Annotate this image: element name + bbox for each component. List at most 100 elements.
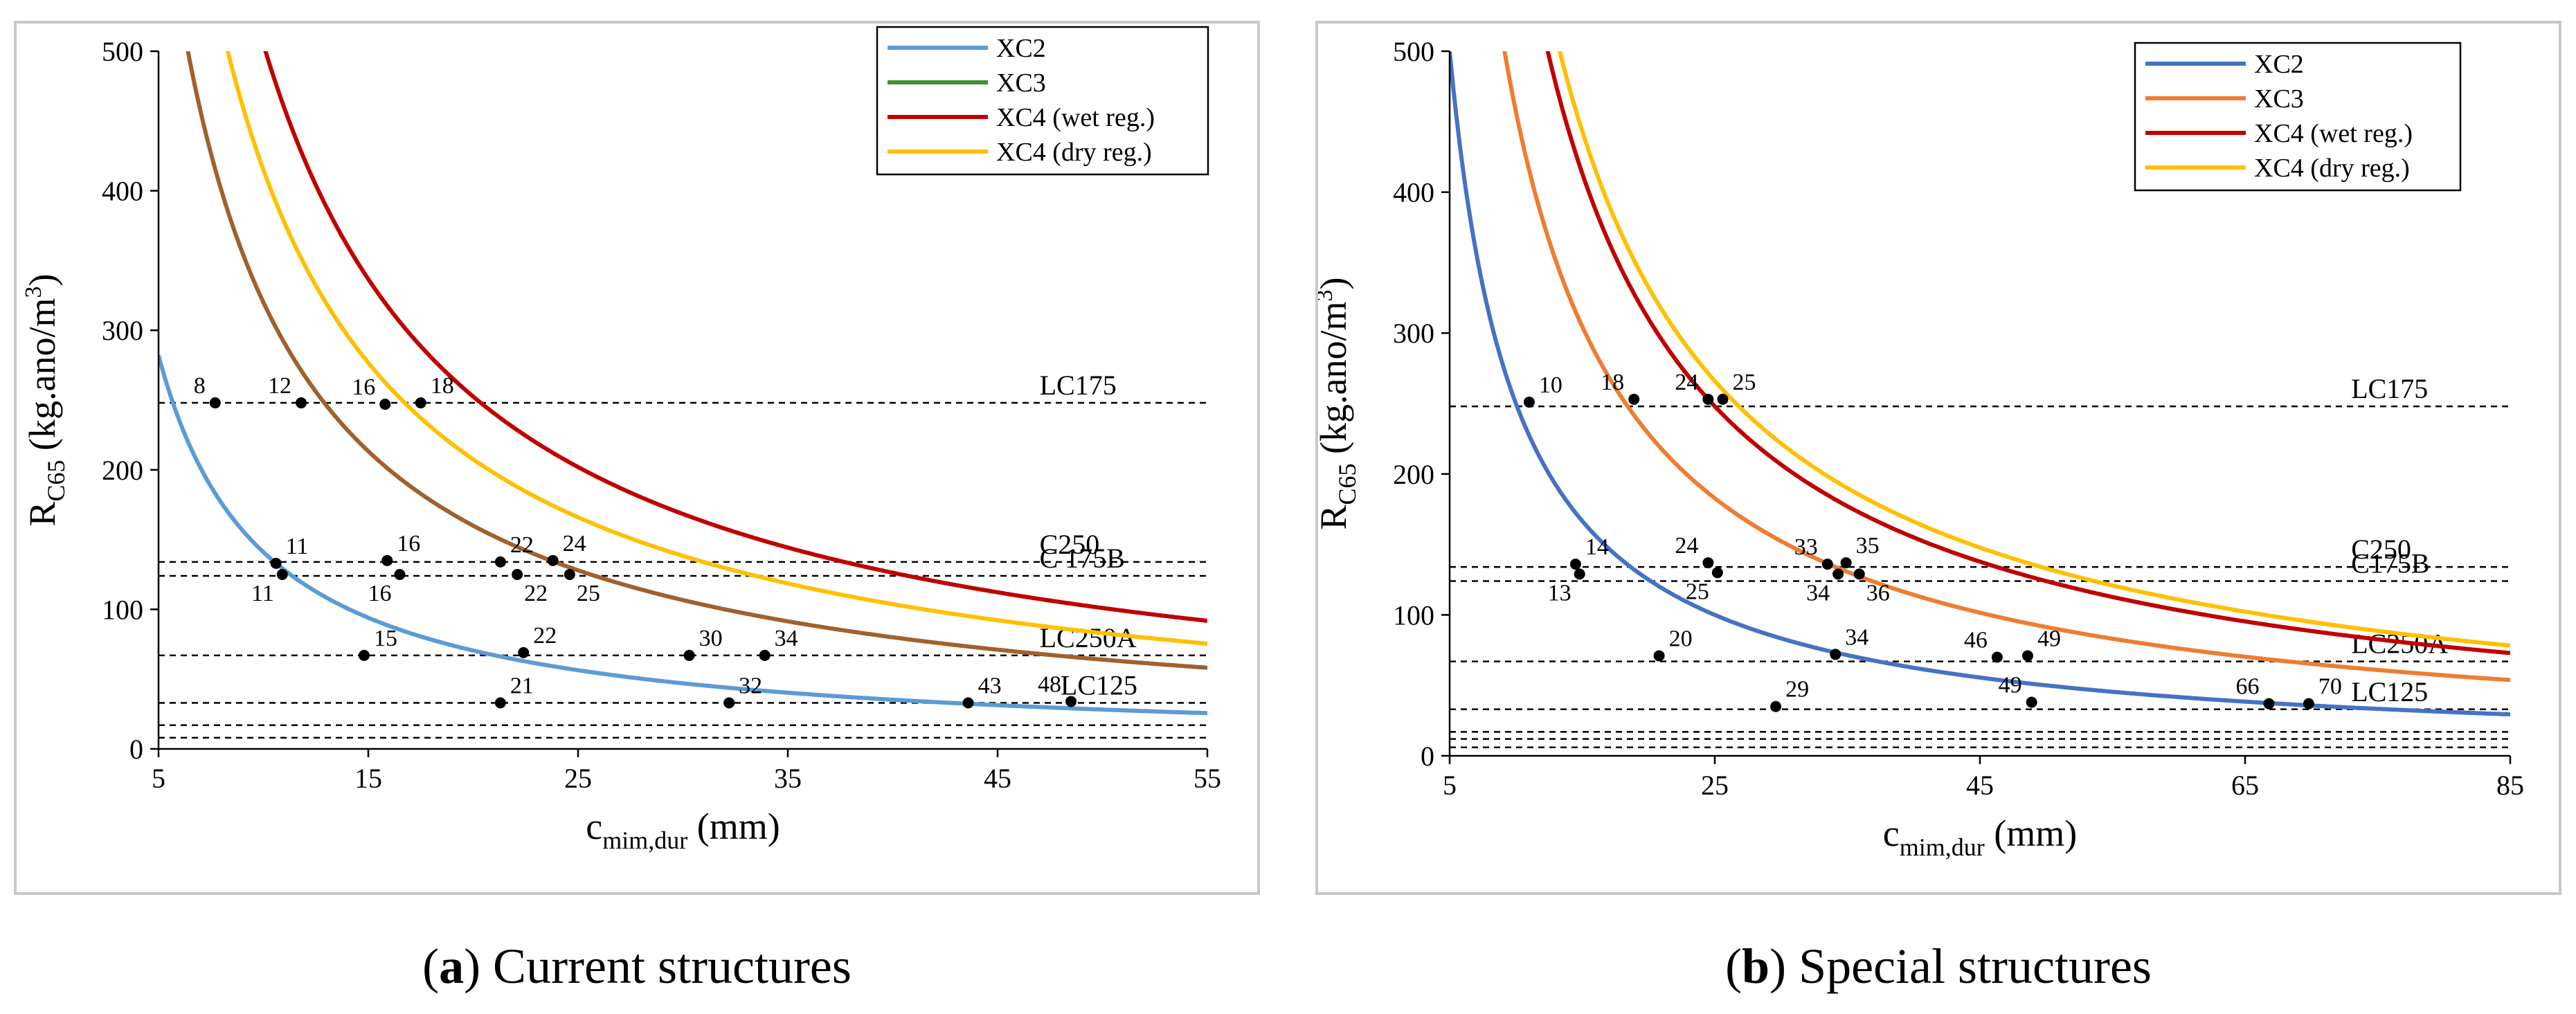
data-point-label: 32 [739, 673, 762, 698]
data-point [1821, 559, 1833, 570]
y-tick-label: 400 [1393, 177, 1434, 208]
data-point [1991, 651, 2003, 663]
data-point-label: 35 [1856, 533, 1880, 559]
x-axis-label: cmim,dur (mm) [586, 806, 780, 854]
reference-line-label: LC125 [1061, 669, 1137, 700]
data-point-label: 49 [1999, 673, 2022, 698]
data-point [270, 557, 282, 569]
data-point [1702, 393, 1714, 405]
data-point-label: 18 [1601, 370, 1624, 395]
data-point-label: 16 [352, 374, 375, 400]
data-point-label: 30 [699, 626, 723, 651]
x-tick-label: 45 [984, 763, 1011, 794]
data-point [564, 569, 575, 580]
y-tick-label: 300 [1393, 318, 1434, 349]
x-tick-label: 35 [774, 763, 802, 794]
data-point [1574, 568, 1585, 580]
caption-a: (a) Current structures [422, 939, 852, 994]
data-point [415, 397, 426, 409]
data-point-label: 46 [1964, 627, 1988, 653]
data-point [1065, 696, 1077, 707]
y-axis-label: RC65 (kg.ano/m3) [21, 274, 70, 527]
data-point-label: 25 [1686, 579, 1709, 604]
caption-b: (b) Special structures [1725, 939, 2152, 994]
y-tick-label: 300 [102, 315, 143, 346]
legend-entry: XC4 (wet reg.) [996, 103, 1155, 132]
chart-panel-b: LC175 C250 C175B LC250A LC125 0 100 200 300 400 50… [1315, 21, 2561, 895]
legend-entry: XC4 (dry reg.) [2254, 154, 2410, 183]
reference-line-label: C250 [2351, 534, 2411, 565]
chart-b: LC175C250C175BLC250ALC125010020030040050… [1318, 36, 2524, 861]
data-point [1717, 393, 1729, 405]
y-tick-label: 200 [102, 455, 143, 486]
chart-panel-a: LC175 C250 C 175B LC250A LC125 0 100 200 300 400 5… [14, 21, 1260, 895]
data-point-label: 34 [775, 626, 798, 651]
data-point [512, 569, 523, 580]
data-point-label: 36 [1866, 580, 1890, 606]
y-tick-label: 100 [102, 594, 143, 625]
legend-entry: XC4 (dry reg.) [996, 138, 1152, 167]
y-tick-label: 200 [1393, 459, 1434, 490]
data-point-label: 8 [194, 373, 206, 399]
data-point-label: 24 [563, 531, 586, 556]
reference-line-label: C175B [2351, 548, 2429, 579]
data-point [759, 649, 771, 661]
y-tick-label: 400 [102, 176, 143, 207]
data-point-label: 25 [577, 581, 600, 606]
data-point-label: 29 [1785, 677, 1809, 703]
data-point [1832, 568, 1844, 580]
y-tick-label: 500 [1393, 36, 1434, 67]
curves-group [1450, 51, 2510, 717]
x-tick-label: 55 [1194, 763, 1221, 794]
y-tick-label: 0 [1421, 741, 1434, 772]
data-point [1523, 396, 1535, 408]
x-tick-label: 45 [1966, 770, 1994, 801]
reference-line-label: C250 [1040, 529, 1100, 560]
data-point-label: 14 [1585, 534, 1609, 560]
data-point-label: 22 [524, 581, 548, 606]
caption-text: Special structures [1786, 939, 2152, 994]
series-line-xc2 [1450, 51, 2510, 717]
series-line-xc4-wet-reg- [1545, 51, 2510, 655]
data-point-label: 20 [1669, 626, 1693, 651]
data-point [494, 697, 506, 709]
data-point-label: 49 [2037, 626, 2061, 651]
series-line-xc4-wet-reg- [263, 51, 1207, 623]
x-tick-label: 85 [2496, 770, 2524, 801]
x-tick-label: 5 [1443, 770, 1457, 801]
curves-group [159, 51, 1207, 716]
data-point [723, 697, 735, 709]
data-point [1702, 557, 1714, 569]
x-axis-label: cmim,dur (mm) [1883, 813, 2077, 861]
data-point-label: 21 [510, 673, 534, 698]
series-line-xc4-dry-reg- [225, 51, 1207, 646]
data-point [379, 399, 391, 410]
data-point [518, 646, 530, 658]
data-point-label: 24 [1675, 370, 1698, 395]
data-point-label: 12 [268, 373, 291, 399]
data-point [1628, 393, 1640, 405]
x-tick-label: 65 [2231, 770, 2259, 801]
data-point [276, 569, 288, 580]
data-point-label: 11 [251, 581, 274, 606]
data-point-label: 48 [1038, 671, 1061, 697]
data-point [2021, 650, 2033, 662]
data-point [962, 697, 974, 709]
data-point [1653, 650, 1665, 662]
x-tick-label: 25 [1701, 770, 1729, 801]
data-point-label: 11 [286, 534, 309, 559]
legend-entry: XC3 [2254, 84, 2304, 114]
data-point-label: 66 [2235, 674, 2259, 700]
caption-letter: b [1742, 939, 1770, 994]
y-axis-label: RC65 (kg.ano/m3) [1318, 278, 1361, 530]
series-line-xc3 [186, 51, 1207, 670]
data-point [2303, 698, 2314, 709]
data-point [394, 569, 406, 580]
reference-line-label: LC175 [1040, 370, 1117, 401]
legend-entry: XC2 [2254, 50, 2304, 79]
data-point [296, 397, 307, 409]
reference-line-label: C 175B [1040, 543, 1125, 574]
data-point-label: 22 [533, 623, 557, 649]
reference-line-label: LC125 [2351, 676, 2428, 707]
x-tick-label: 25 [564, 763, 592, 794]
